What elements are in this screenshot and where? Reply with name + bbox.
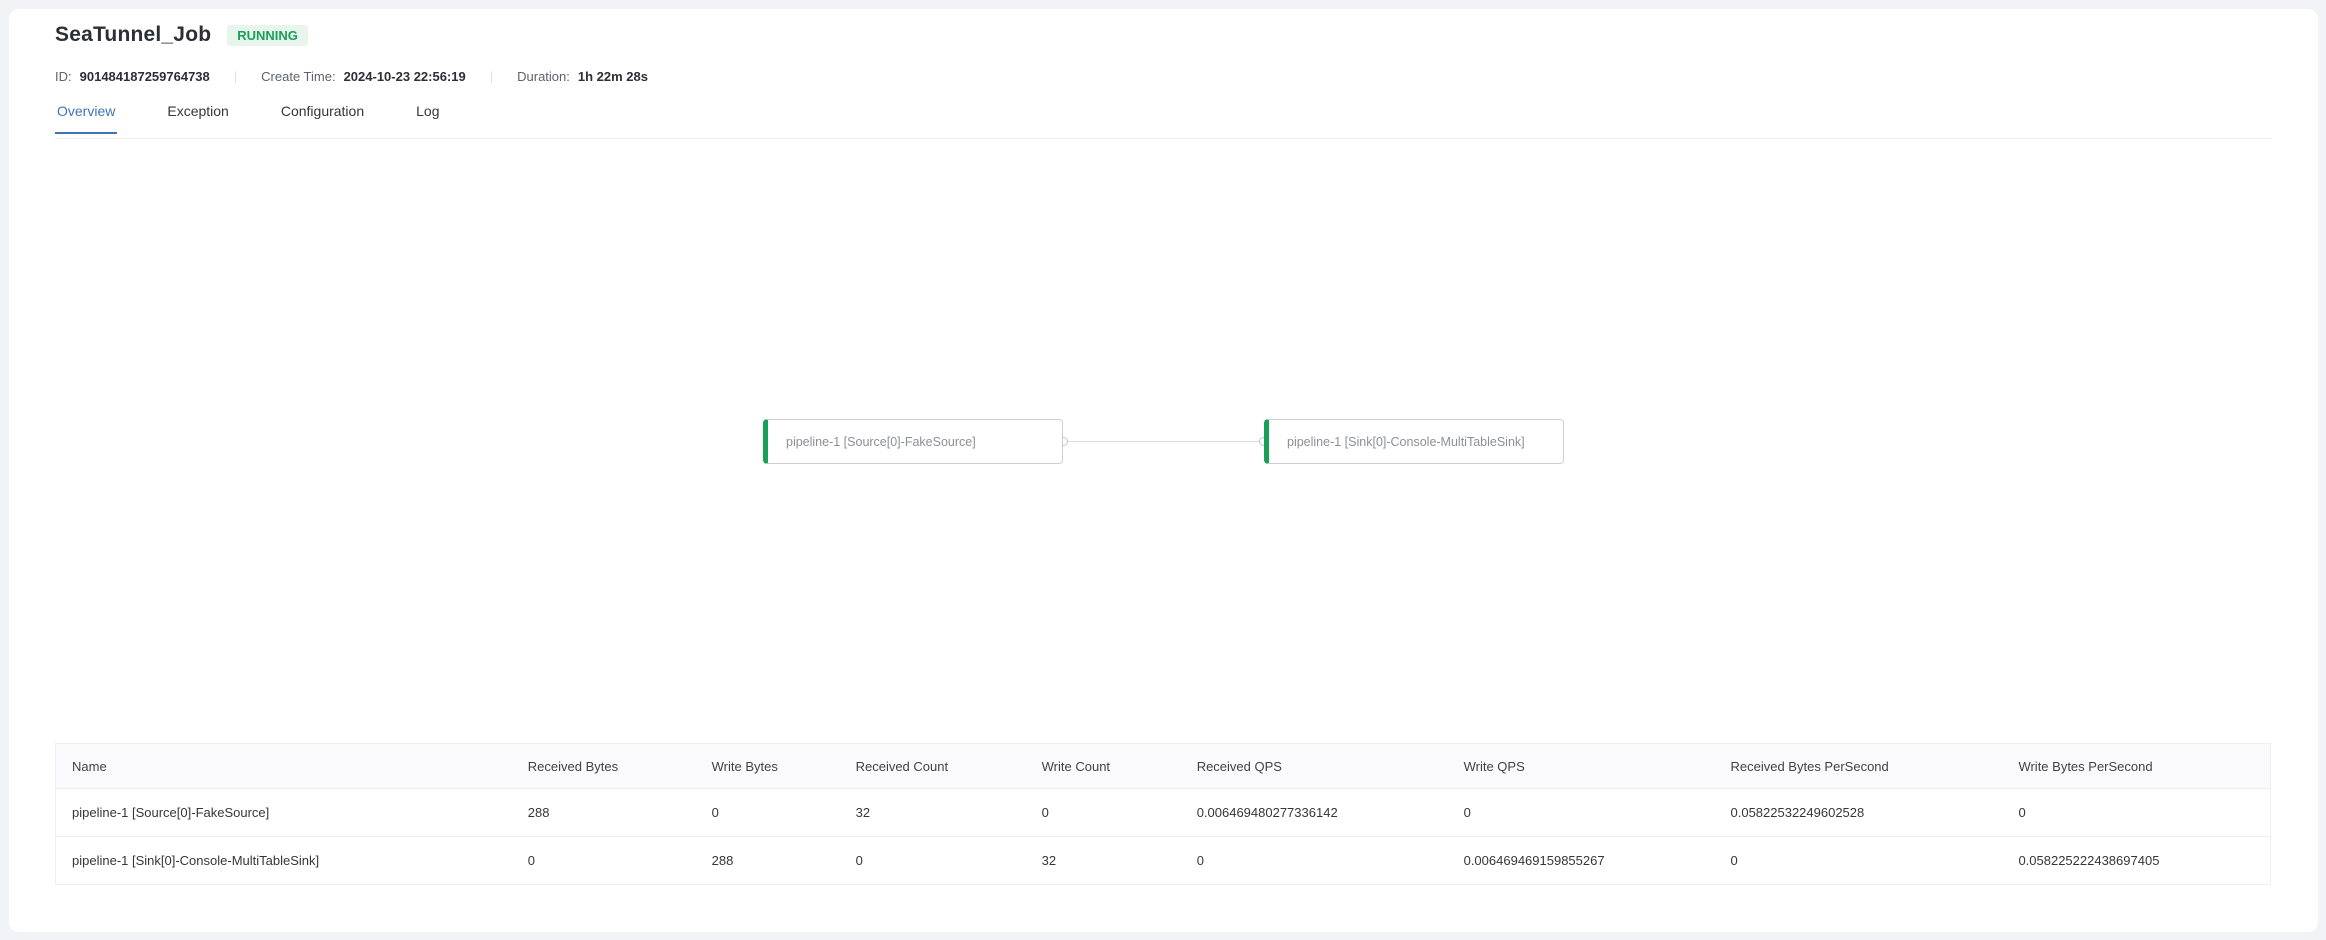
table-cell: 0.05822532249602528 <box>1714 788 2003 837</box>
column-header: Write QPS <box>1447 743 1715 789</box>
duration-label: Duration: <box>517 69 570 84</box>
tab-bar: Overview Exception Configuration Log <box>55 97 2271 139</box>
job-id-label: ID: <box>55 69 72 84</box>
job-meta: ID: 901484187259764738 | Create Time: 20… <box>55 69 648 84</box>
table-cell: 32 <box>1025 836 1181 885</box>
dag-node-source-label: pipeline-1 [Source[0]-FakeSource] <box>786 434 976 449</box>
page-title: SeaTunnel_Job <box>55 23 212 46</box>
column-header: Received Bytes <box>511 743 696 789</box>
table-cell: 0 <box>1714 836 2003 885</box>
dag-canvas[interactable]: pipeline-1 [Source[0]-FakeSource] pipeli… <box>9 140 2318 740</box>
dag-node-source[interactable]: pipeline-1 [Source[0]-FakeSource] <box>763 419 1063 464</box>
job-detail-card: SeaTunnel_Job RUNNING ID: 90148418725976… <box>9 9 2318 932</box>
metrics-table: Name Received Bytes Write Bytes Received Co… <box>55 743 2271 885</box>
table-cell: 0 <box>2002 788 2271 837</box>
table-cell: 0 <box>839 836 1026 885</box>
table-cell: 288 <box>695 836 840 885</box>
column-header: Write Count <box>1025 743 1181 789</box>
column-header: Received Count <box>839 743 1026 789</box>
table-cell: 0 <box>1180 836 1448 885</box>
status-badge: RUNNING <box>227 24 308 46</box>
table-cell: 0 <box>511 836 696 885</box>
column-header: Write Bytes PerSecond <box>2002 743 2271 789</box>
dag-node-sink[interactable]: pipeline-1 [Sink[0]-Console-MultiTableSi… <box>1264 419 1564 464</box>
table-row: pipeline-1 [Sink[0]-Console-MultiTableSi… <box>55 836 2271 885</box>
column-header: Name <box>55 743 512 789</box>
create-time-value: 2024-10-23 22:56:19 <box>343 69 466 84</box>
create-time-label: Create Time: <box>261 69 336 84</box>
column-header: Write Bytes <box>695 743 840 789</box>
table-cell: pipeline-1 [Source[0]-FakeSource] <box>55 788 512 837</box>
table-cell: pipeline-1 [Sink[0]-Console-MultiTableSi… <box>55 836 512 885</box>
table-cell: 0 <box>1025 788 1181 837</box>
table-cell: 0 <box>1447 788 1715 837</box>
table-cell: 32 <box>839 788 1026 837</box>
dag-node-sink-label: pipeline-1 [Sink[0]-Console-MultiTableSi… <box>1287 434 1525 449</box>
metrics-table-body: pipeline-1 [Source[0]-FakeSource] 288 0 32 0… <box>55 788 2271 885</box>
tab-log[interactable]: Log <box>416 103 440 119</box>
table-cell: 288 <box>511 788 696 837</box>
job-header: SeaTunnel_Job RUNNING <box>55 23 308 47</box>
tab-exception[interactable]: Exception <box>167 103 229 119</box>
header-row: Name Received Bytes Write Bytes Received Co… <box>55 743 2271 789</box>
duration-value: 1h 22m 28s <box>577 69 648 84</box>
meta-divider: | <box>233 69 238 84</box>
tab-configuration[interactable]: Configuration <box>280 103 365 119</box>
column-header: Received QPS <box>1180 743 1448 789</box>
table-cell: 0.006469480277336142 <box>1180 788 1448 837</box>
table-row: pipeline-1 [Source[0]-FakeSource] 288 0 32 0… <box>55 788 2271 837</box>
tab-overview[interactable]: Overview <box>55 97 118 134</box>
table-cell: 0.006469469159855267 <box>1447 836 1715 885</box>
table-cell: 0.058225222438697405 <box>2002 836 2271 885</box>
table-cell: 0 <box>695 788 840 837</box>
metrics-table-head: Name Received Bytes Write Bytes Received Co… <box>55 743 2271 789</box>
job-id-value: 901484187259764738 <box>79 69 210 84</box>
meta-divider: | <box>489 69 494 84</box>
dag-edge <box>1063 441 1264 442</box>
column-header: Received Bytes PerSecond <box>1714 743 2003 789</box>
